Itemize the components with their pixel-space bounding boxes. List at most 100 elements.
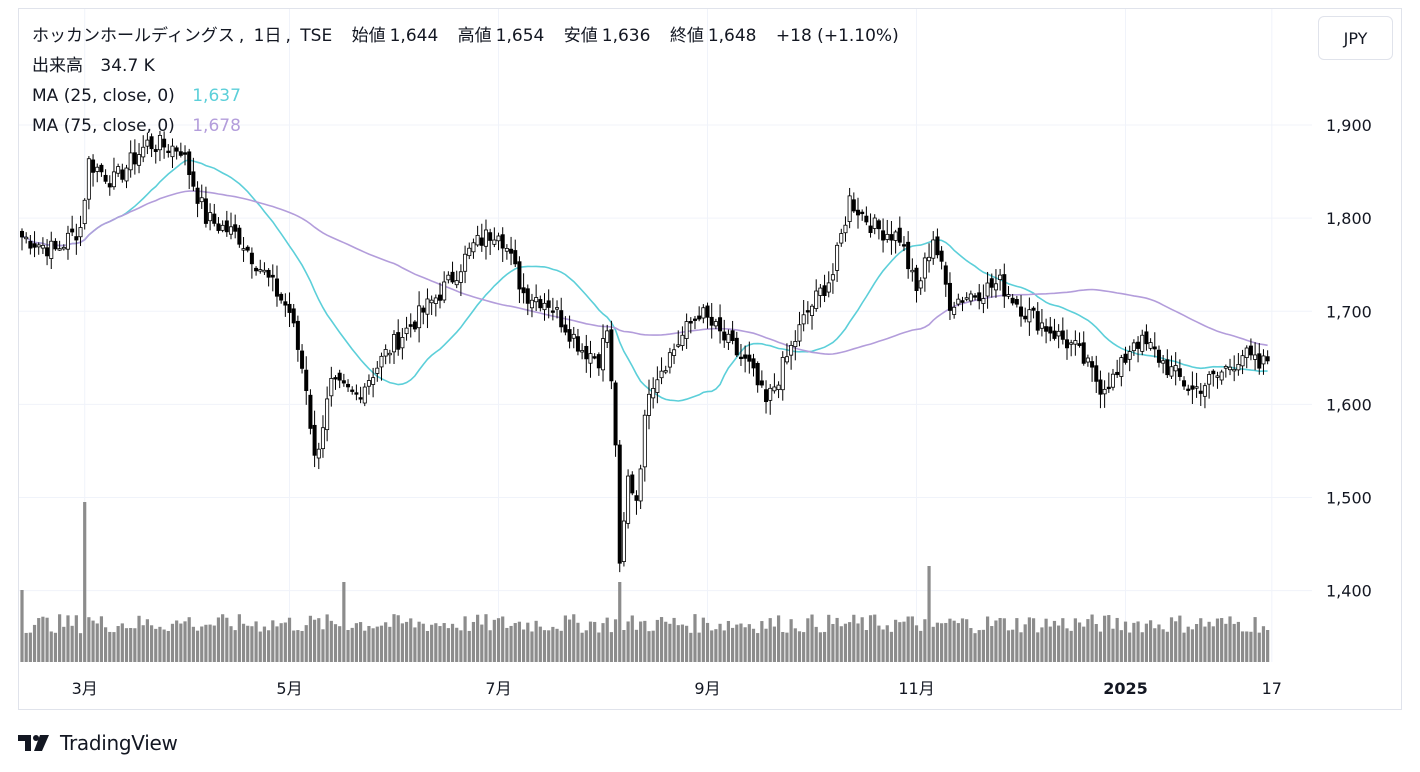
candle-body	[759, 380, 764, 386]
candle-body	[851, 199, 856, 212]
candle-body	[596, 354, 601, 369]
candle-body	[525, 288, 530, 304]
volume-bar	[350, 627, 354, 662]
candle-body	[224, 220, 229, 233]
volume-bar	[952, 620, 956, 662]
volume-bar	[484, 614, 488, 662]
candle-body	[483, 229, 488, 247]
candle-body	[797, 324, 802, 342]
volume-bar	[145, 619, 149, 662]
candle-body	[1228, 366, 1233, 371]
candle-body	[605, 330, 610, 343]
volume-bar	[37, 618, 41, 662]
volume-bar	[442, 623, 446, 662]
volume-bar	[868, 615, 873, 662]
candle-body	[793, 341, 798, 348]
candle-body	[358, 397, 363, 400]
candle-body	[471, 242, 476, 253]
candle-body	[145, 139, 150, 147]
volume-bar	[906, 616, 910, 662]
volume-bar	[618, 582, 622, 662]
volume-bar	[584, 630, 588, 662]
y-tick-label-0: 1,900	[1326, 116, 1372, 135]
candle-body	[743, 354, 748, 359]
candle-body	[780, 357, 785, 391]
volume-bar	[743, 627, 747, 662]
candle-body	[897, 227, 902, 243]
ma75-legend[interactable]: MA (75, close, 0) 1,678	[32, 111, 245, 141]
candle-body	[78, 227, 83, 238]
high-label: 高値	[457, 26, 492, 46]
volume-bar	[388, 626, 392, 662]
candle-body	[534, 297, 539, 303]
volume-bar	[287, 617, 292, 662]
candle-body	[91, 159, 96, 173]
branding[interactable]: TradingView	[18, 728, 178, 758]
candle-body	[183, 152, 188, 155]
volume-bar	[258, 631, 262, 662]
candle-body	[567, 329, 572, 342]
volume-bar	[1161, 629, 1165, 662]
volume-bar	[78, 633, 83, 662]
candle-body	[467, 247, 472, 257]
volume-bar	[789, 619, 793, 662]
volume-bar	[1044, 618, 1048, 662]
volume-bar	[225, 617, 229, 662]
volume-bar	[1232, 623, 1236, 662]
candle-body	[651, 387, 656, 399]
volume-bar	[342, 582, 346, 662]
volume-bar	[354, 623, 358, 662]
candle-body	[174, 147, 179, 152]
symbol-name[interactable]: ホッカンホールディングス	[32, 26, 235, 46]
volume-bar	[705, 622, 710, 662]
candle-body	[1069, 342, 1074, 345]
volume-bar	[864, 630, 868, 662]
volume-bar	[1027, 617, 1031, 662]
volume-bar	[760, 621, 764, 662]
volume-bar	[655, 619, 659, 662]
candle-body	[65, 232, 70, 250]
candle-body	[885, 233, 890, 240]
candle-body	[789, 344, 794, 356]
volume-bar	[567, 619, 572, 662]
volume-bar	[1203, 626, 1207, 662]
volume-bar	[20, 590, 24, 662]
currency-button[interactable]: JPY	[1318, 16, 1393, 60]
candle-body	[998, 274, 1003, 281]
candle-body	[1165, 359, 1170, 376]
candle-body	[458, 271, 463, 283]
candle-body	[1131, 342, 1136, 352]
ma25-legend[interactable]: MA (25, close, 0) 1,637	[32, 81, 245, 111]
candle-body	[680, 334, 685, 346]
volume-bar	[848, 622, 852, 662]
candle-body	[747, 354, 752, 362]
volume-bar	[613, 619, 618, 662]
volume-bar	[547, 630, 551, 662]
high-value: 1,654	[495, 26, 545, 46]
candle-body	[1115, 371, 1120, 376]
volume-bar	[902, 621, 906, 662]
volume-bar	[149, 625, 154, 662]
volume-bar	[1036, 632, 1040, 662]
candle-body	[216, 223, 221, 231]
volume-bar	[400, 623, 404, 662]
volume-bar	[200, 626, 204, 662]
candle-body	[881, 230, 886, 241]
volume-bar	[668, 623, 672, 662]
volume-bar	[1266, 630, 1270, 662]
volume-bar	[1132, 622, 1136, 662]
volume-bar	[1119, 630, 1123, 662]
volume-bar	[806, 618, 810, 662]
candle-body	[1140, 334, 1145, 352]
candle-body	[538, 299, 543, 309]
volume-bar	[714, 629, 718, 662]
volume-bar	[898, 622, 902, 662]
candle-body	[947, 282, 952, 311]
candle-body	[977, 292, 982, 302]
y-tick-label-5: 1,400	[1326, 582, 1372, 601]
candle-body	[1035, 311, 1040, 331]
volume-bar	[459, 630, 463, 662]
volume-bar	[827, 614, 831, 662]
candle-body	[392, 334, 397, 353]
